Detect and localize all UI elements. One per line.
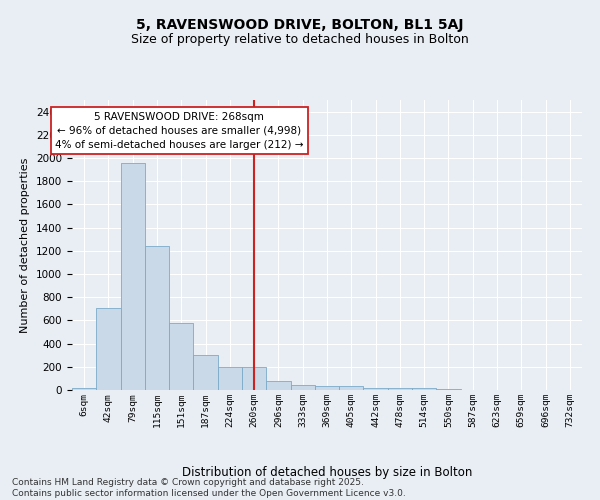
Text: 5, RAVENSWOOD DRIVE, BOLTON, BL1 5AJ: 5, RAVENSWOOD DRIVE, BOLTON, BL1 5AJ (136, 18, 464, 32)
Bar (388, 388, 412, 390)
Bar (339, 386, 364, 390)
Bar (364, 388, 388, 390)
Text: 5 RAVENSWOOD DRIVE: 268sqm
← 96% of detached houses are smaller (4,998)
4% of se: 5 RAVENSWOOD DRIVE: 268sqm ← 96% of deta… (55, 112, 304, 150)
Bar (242, 367, 266, 390)
Y-axis label: Number of detached properties: Number of detached properties (20, 158, 31, 332)
Bar (145, 246, 169, 390)
X-axis label: Distribution of detached houses by size in Bolton: Distribution of detached houses by size … (182, 466, 472, 479)
Bar (266, 380, 290, 390)
Text: Size of property relative to detached houses in Bolton: Size of property relative to detached ho… (131, 32, 469, 46)
Bar (193, 354, 218, 390)
Bar (315, 386, 339, 390)
Bar (96, 308, 121, 390)
Bar (218, 367, 242, 390)
Bar (72, 388, 96, 390)
Bar (290, 385, 315, 390)
Bar (412, 388, 436, 390)
Text: Contains HM Land Registry data © Crown copyright and database right 2025.
Contai: Contains HM Land Registry data © Crown c… (12, 478, 406, 498)
Bar (121, 162, 145, 390)
Bar (169, 322, 193, 390)
